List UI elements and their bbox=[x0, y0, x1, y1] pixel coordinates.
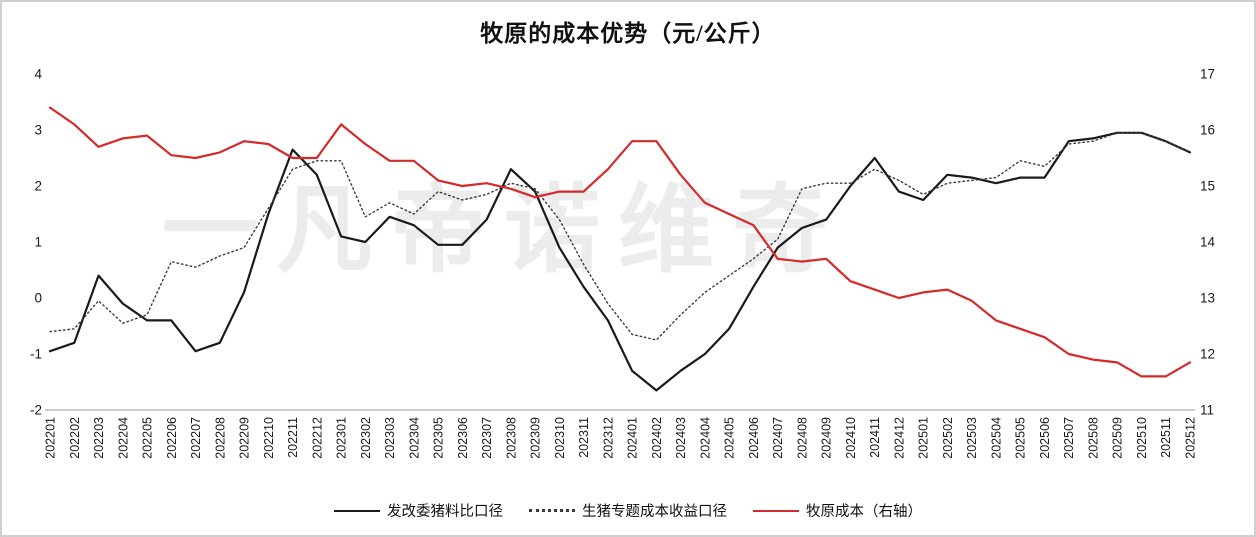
svg-text:202305: 202305 bbox=[432, 417, 446, 459]
legend-swatch-solid-black bbox=[334, 509, 380, 512]
svg-text:202207: 202207 bbox=[189, 417, 203, 459]
svg-text:202309: 202309 bbox=[529, 417, 543, 459]
chart-legend: 发改委猪料比口径 生猪专题成本收益口径 牧原成本（右轴） bbox=[2, 500, 1254, 521]
svg-text:-2: -2 bbox=[30, 403, 42, 418]
svg-text:202205: 202205 bbox=[141, 417, 155, 459]
svg-text:202211: 202211 bbox=[286, 417, 300, 458]
svg-text:13: 13 bbox=[1200, 291, 1215, 306]
svg-text:202404: 202404 bbox=[698, 417, 712, 459]
svg-text:202310: 202310 bbox=[553, 417, 567, 459]
svg-text:202502: 202502 bbox=[941, 417, 955, 459]
svg-text:14: 14 bbox=[1200, 235, 1216, 250]
svg-text:202301: 202301 bbox=[335, 417, 349, 459]
chart-title: 牧原的成本优势（元/公斤） bbox=[480, 21, 776, 46]
svg-text:202209: 202209 bbox=[238, 417, 252, 459]
svg-text:202307: 202307 bbox=[480, 417, 494, 459]
svg-text:202503: 202503 bbox=[965, 417, 979, 459]
svg-text:202409: 202409 bbox=[820, 417, 834, 459]
svg-text:202204: 202204 bbox=[116, 417, 130, 459]
svg-text:202401: 202401 bbox=[626, 417, 640, 459]
svg-text:202406: 202406 bbox=[747, 417, 761, 459]
svg-text:202403: 202403 bbox=[674, 417, 688, 459]
svg-text:15: 15 bbox=[1200, 179, 1215, 194]
svg-text:202202: 202202 bbox=[68, 417, 82, 459]
legend-item-cost-benefit: 生猪专题成本收益口径 bbox=[529, 500, 727, 521]
svg-text:202501: 202501 bbox=[917, 417, 931, 459]
svg-text:202208: 202208 bbox=[213, 417, 227, 459]
svg-text:202210: 202210 bbox=[262, 417, 276, 459]
legend-swatch-solid-red bbox=[753, 509, 799, 512]
legend-label: 牧原成本（右轴） bbox=[806, 504, 922, 520]
svg-text:2: 2 bbox=[34, 179, 42, 194]
svg-text:0: 0 bbox=[34, 291, 42, 306]
legend-swatch-dotted bbox=[529, 509, 575, 512]
svg-text:202509: 202509 bbox=[1111, 417, 1125, 459]
svg-text:202306: 202306 bbox=[456, 417, 470, 459]
svg-text:202302: 202302 bbox=[359, 417, 373, 459]
legend-label: 生猪专题成本收益口径 bbox=[582, 504, 727, 520]
svg-text:202408: 202408 bbox=[795, 417, 809, 459]
svg-text:1: 1 bbox=[34, 235, 42, 250]
svg-text:202512: 202512 bbox=[1184, 417, 1198, 459]
svg-text:202402: 202402 bbox=[650, 417, 664, 459]
svg-text:202201: 202201 bbox=[44, 417, 58, 459]
legend-label: 发改委猪料比口径 bbox=[387, 504, 503, 520]
svg-text:202412: 202412 bbox=[892, 417, 906, 459]
svg-text:202308: 202308 bbox=[504, 417, 518, 459]
svg-text:202203: 202203 bbox=[92, 417, 106, 459]
svg-text:11: 11 bbox=[1200, 403, 1214, 418]
legend-item-muyuan-cost: 牧原成本（右轴） bbox=[753, 500, 922, 521]
svg-text:202508: 202508 bbox=[1086, 417, 1100, 459]
svg-text:202511: 202511 bbox=[1159, 417, 1173, 458]
svg-text:202411: 202411 bbox=[868, 417, 882, 458]
svg-text:12: 12 bbox=[1200, 347, 1215, 362]
legend-item-ndrc: 发改委猪料比口径 bbox=[334, 500, 503, 521]
svg-text:4: 4 bbox=[34, 67, 42, 82]
svg-text:202505: 202505 bbox=[1014, 417, 1028, 459]
svg-text:202407: 202407 bbox=[771, 417, 785, 459]
svg-text:202312: 202312 bbox=[601, 417, 615, 459]
svg-text:202410: 202410 bbox=[844, 417, 858, 459]
svg-text:202212: 202212 bbox=[310, 417, 324, 459]
svg-text:3: 3 bbox=[34, 123, 42, 138]
svg-text:202506: 202506 bbox=[1038, 417, 1052, 459]
svg-text:202304: 202304 bbox=[407, 417, 421, 459]
svg-text:17: 17 bbox=[1200, 67, 1215, 82]
svg-text:202311: 202311 bbox=[577, 417, 591, 458]
svg-text:202510: 202510 bbox=[1135, 417, 1149, 459]
svg-text:202504: 202504 bbox=[989, 417, 1003, 459]
svg-text:202507: 202507 bbox=[1062, 417, 1076, 459]
svg-text:202405: 202405 bbox=[723, 417, 737, 459]
svg-text:-1: -1 bbox=[30, 347, 42, 362]
svg-text:202206: 202206 bbox=[165, 417, 179, 459]
svg-text:16: 16 bbox=[1200, 123, 1215, 138]
svg-text:202303: 202303 bbox=[383, 417, 397, 459]
